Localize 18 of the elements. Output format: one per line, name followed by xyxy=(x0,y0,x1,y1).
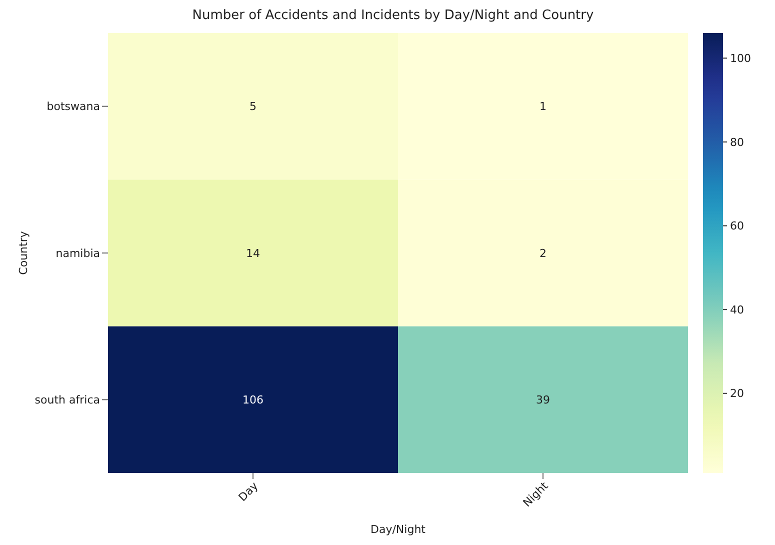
data-label: 14 xyxy=(246,246,260,260)
color-bar-label: 100 xyxy=(730,52,751,65)
x-tick-label: Day xyxy=(236,479,261,504)
y-tick-label: namibia xyxy=(56,246,100,260)
data-label: 5 xyxy=(250,100,256,114)
color-bar-label: 60 xyxy=(730,220,744,233)
y-tick-label: botswana xyxy=(46,100,100,114)
color-bar-label: 20 xyxy=(730,387,744,400)
data-label: 39 xyxy=(536,394,550,407)
data-label: 2 xyxy=(540,246,546,260)
x-axis-title: Day/Night xyxy=(370,523,426,536)
data-label: 106 xyxy=(242,394,264,407)
data-label: 1 xyxy=(540,100,546,114)
y-tick-label: south africa xyxy=(34,394,100,407)
chart-title: Number of Accidents and Incidents by Day/Night and Country xyxy=(191,8,595,23)
color-bar-label: 80 xyxy=(730,136,744,149)
y-axis-title: Country xyxy=(16,230,30,275)
color-bar-label: 40 xyxy=(730,303,744,316)
